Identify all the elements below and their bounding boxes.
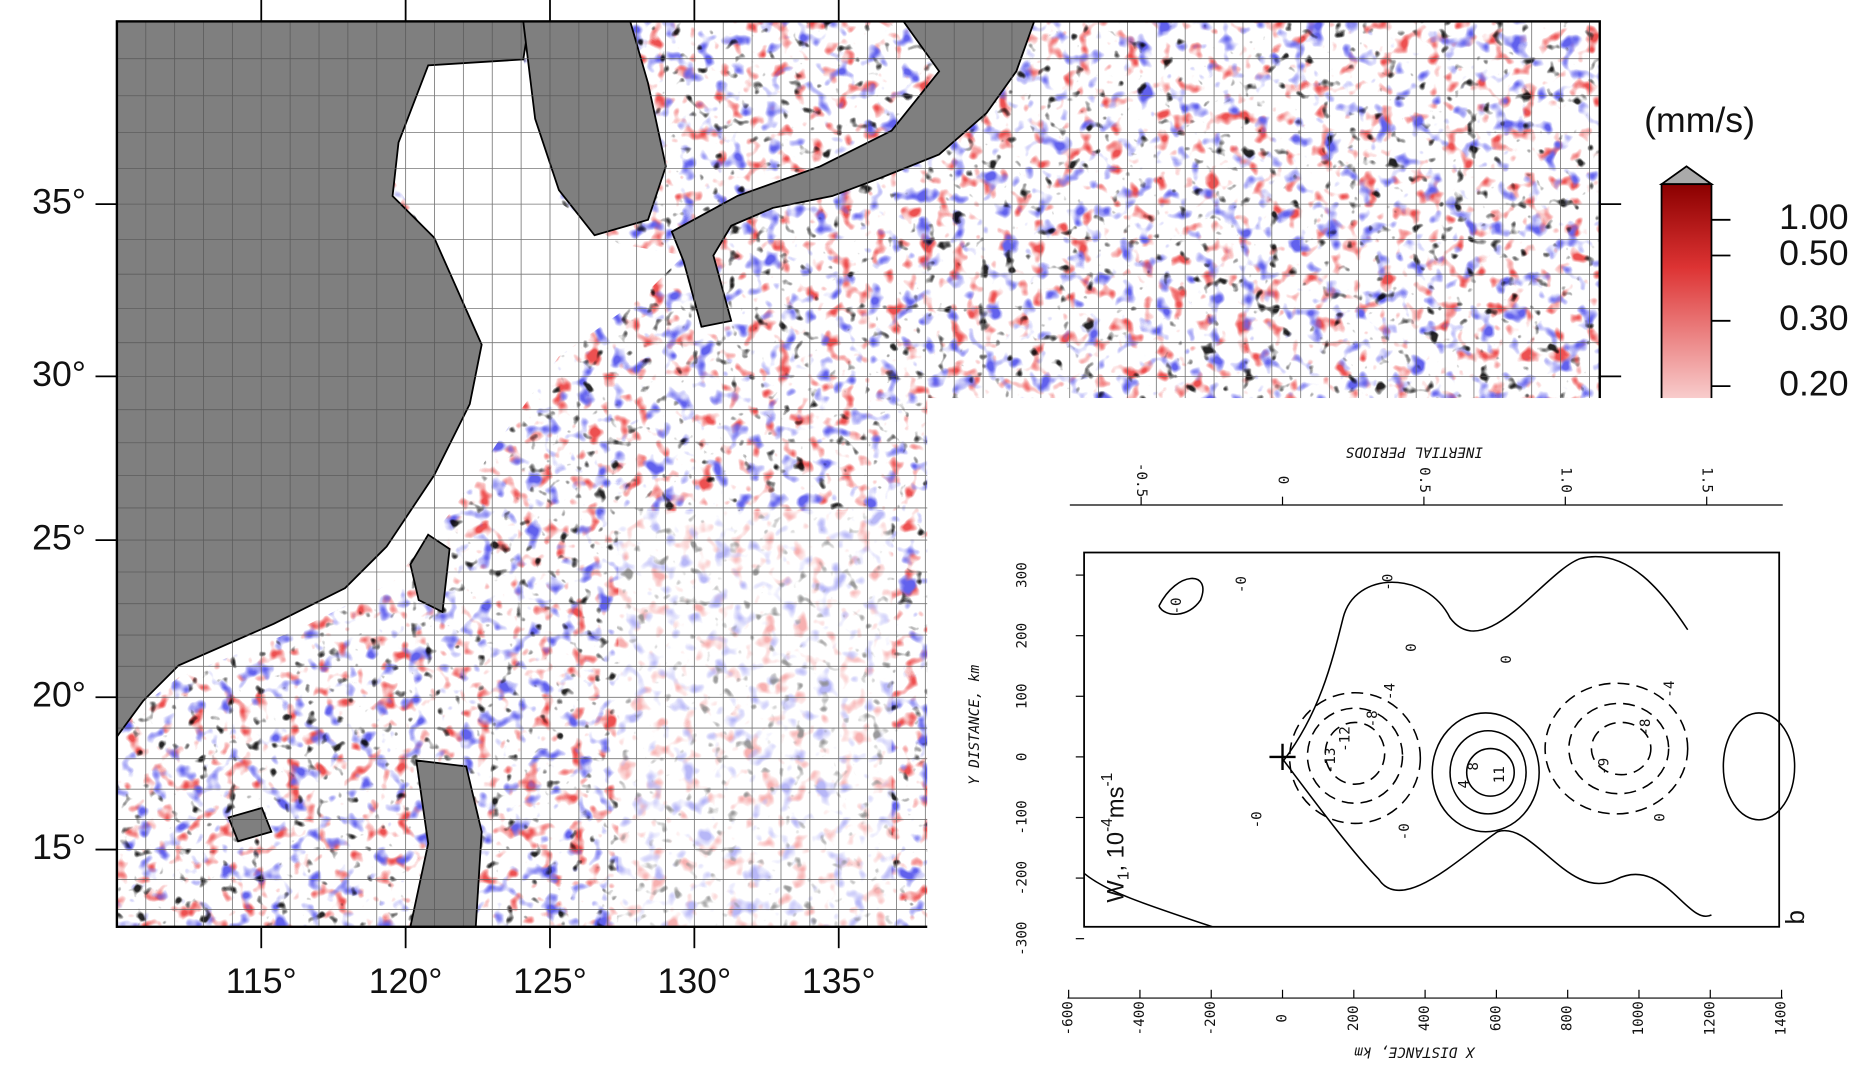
y-tick-label: 0 [1014,753,1030,762]
contour-label: -8 [1365,710,1381,727]
figure: 115° 120° 125° 130° 135° 35° 30° 25° 20° 15° (mm/… [0,0,1864,1067]
contour-label: 4 [1456,780,1472,789]
y-tick-label: -200 [1014,861,1030,895]
inset-plot: INERTIAL PERIODS Y DISTANCE, km X DISTAN… [927,398,1863,1067]
lat-tick-label: 25° [32,518,86,558]
y-tick-label: -300 [1014,922,1030,956]
annotation-subscript: 1 [1116,872,1133,881]
x-tick-label: 600 [1488,1005,1504,1031]
contour-label: -4 [1662,681,1678,698]
colorbar-tick-label: 1.00 [1779,197,1848,237]
lat-tick-label: 20° [32,675,86,715]
y-tick-label: 100 [1014,683,1030,709]
contour-label: -4 [1383,683,1399,700]
y-axis-title: Y DISTANCE, km [967,664,983,785]
top-tick-label: 1.5 [1699,467,1715,493]
x-tick-label: -200 [1203,1001,1219,1035]
annotation-unit-exponent: -1 [1099,773,1116,787]
contour-label: -8 [1638,719,1654,736]
lon-tick-label: 115° [226,961,297,1001]
x-tick-label: 800 [1560,1005,1576,1031]
calm-sea [618,511,891,927]
x-axis-title: X DISTANCE, km [1354,1044,1476,1060]
annotation: W1, 10-4ms-1 [1099,773,1133,903]
x-tick-label: 400 [1417,1005,1433,1031]
annotation-unit-prefix: , 10 [1103,832,1130,872]
top-tick-label: 0 [1275,476,1291,485]
lon-tick-label: 135° [802,961,876,1001]
contour-label: -0 [1169,597,1185,614]
contour-label: 0 [1652,813,1668,822]
x-tick-label: -600 [1061,1001,1077,1035]
lat-tick-label: 30° [32,354,86,394]
contour-label: -0 [1380,574,1396,591]
x-tick-label: 1200 [1702,1001,1718,1035]
contour-label: -9 [1597,758,1613,775]
top-axis-title: INERTIAL PERIODS [1346,444,1483,460]
contour-label: 8 [1466,762,1482,771]
y-tick-label: 300 [1014,562,1030,588]
colorbar-tick-label: 0.20 [1779,364,1848,404]
contour-label: -0 [1250,811,1266,828]
colorbar-cap [1662,166,1712,184]
x-tick-label: 1000 [1631,1001,1647,1035]
panel-label: b [1780,910,1810,925]
lon-tick-label: 120° [369,961,443,1001]
colorbar: (mm/s) 1.000.50 0.30 0.20 [1644,100,1848,422]
colorbar-gradient [1662,184,1712,422]
inset-background [927,398,1863,1067]
contour-label: -0 [1234,576,1250,593]
colorbar-tick-label: 0.50 [1779,233,1848,273]
annotation-symbol: W [1103,880,1130,903]
top-tick-label: 0.5 [1416,467,1432,493]
contour-label: 11 [1492,766,1508,783]
top-tick-label: -0.5 [1133,463,1149,497]
contour-label: -0 [1397,823,1413,840]
x-tick-label: 200 [1346,1005,1362,1031]
contour-label: 0 [1404,643,1420,652]
top-tick-label: 1.0 [1557,467,1573,493]
y-tick-label: -100 [1014,800,1030,834]
lat-tick-label: 35° [32,182,86,222]
colorbar-tick-label: 0.30 [1779,298,1848,338]
lon-tick-label: 125° [513,961,587,1001]
x-tick-label: 1400 [1774,1001,1790,1035]
lon-tick-label: 130° [658,961,732,1001]
contour-label: -13 [1323,748,1339,774]
contour-label: 0 [1499,655,1515,664]
x-tick-label: 0 [1275,1014,1291,1023]
contour-label: -12 [1337,726,1353,752]
x-tick-label: -400 [1132,1001,1148,1035]
y-tick-label: 200 [1014,623,1030,649]
lat-tick-label: 15° [32,827,86,867]
colorbar-unit: (mm/s) [1644,100,1755,140]
annotation-unit: ms [1103,786,1130,818]
annotation-exponent: -4 [1099,818,1116,832]
